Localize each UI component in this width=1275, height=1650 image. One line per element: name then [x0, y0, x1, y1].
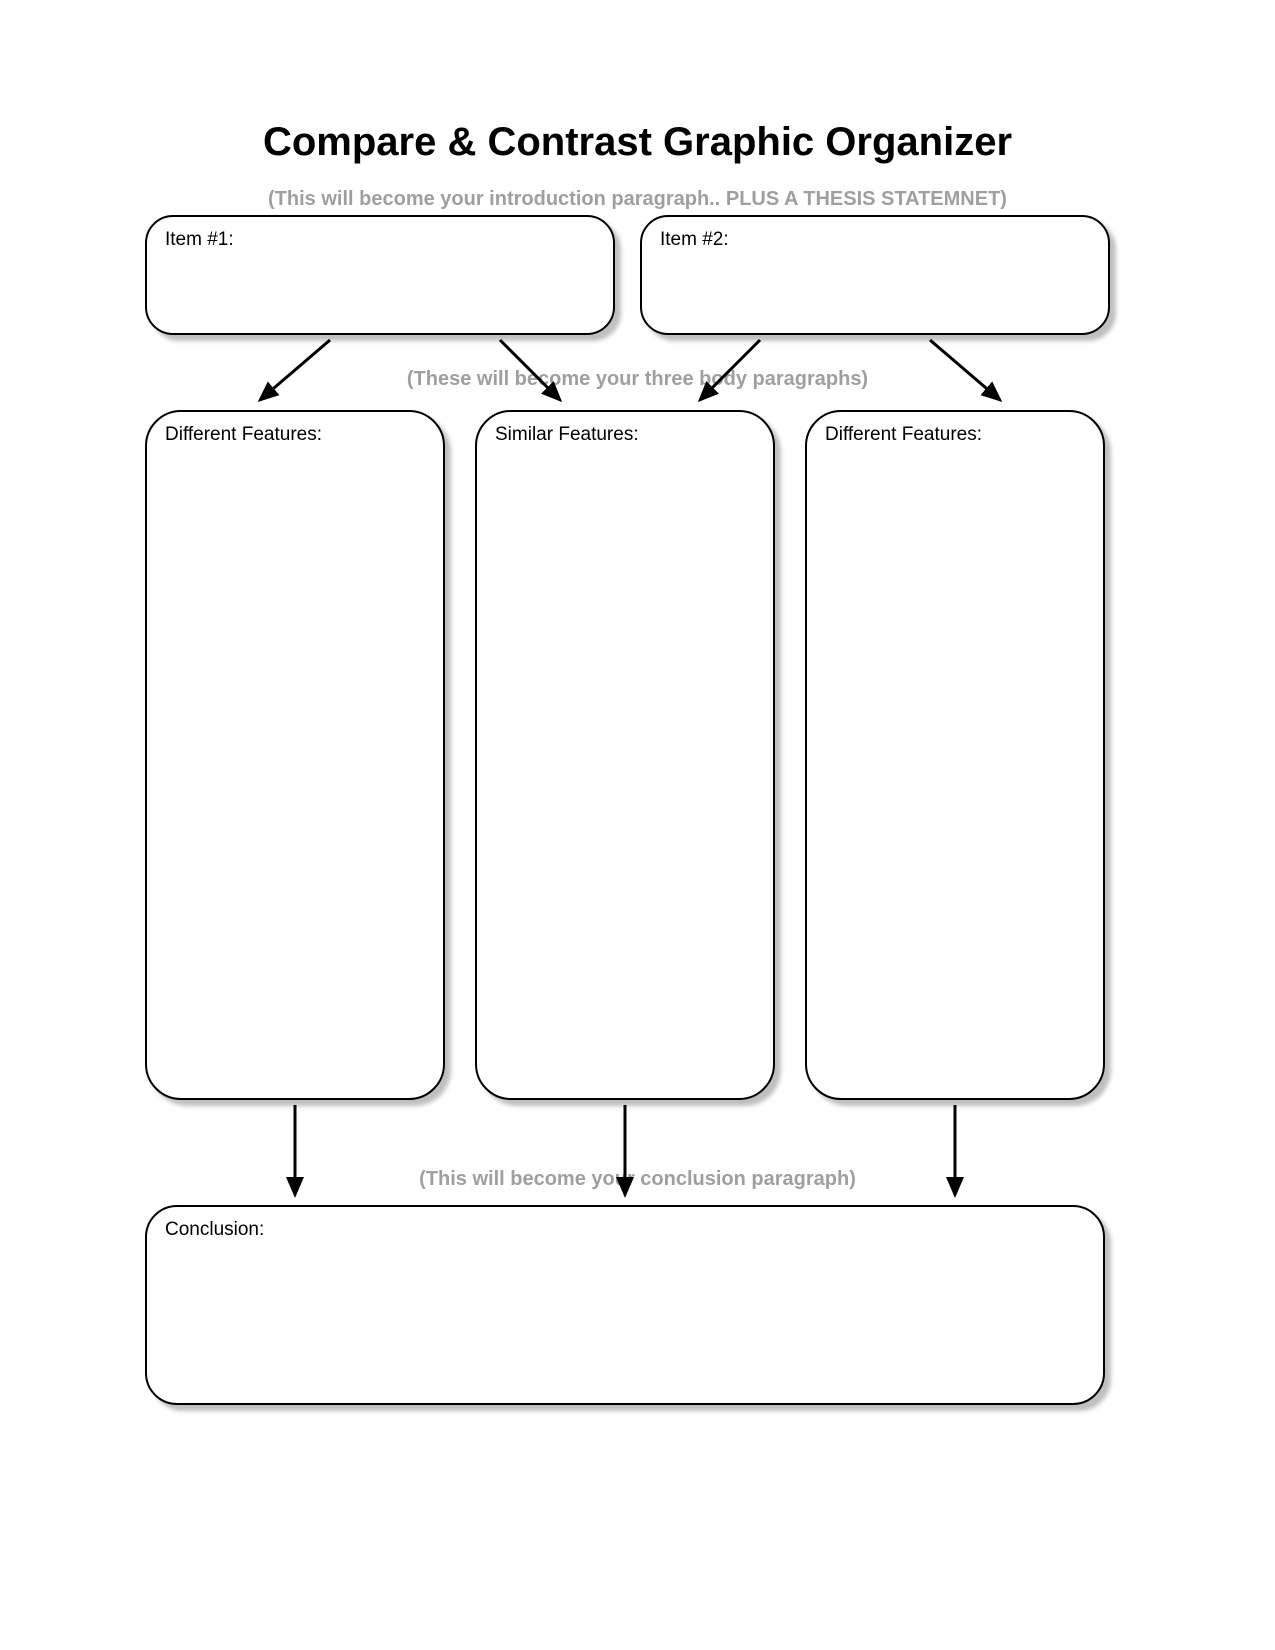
intro-subtitle: (This will become your introduction para… [0, 188, 1275, 211]
different-features-2-label: Different Features: [825, 424, 982, 445]
different-features-1-label: Different Features: [165, 424, 322, 445]
different-features-2-box: Different Features: [805, 410, 1105, 1100]
body-subtitle: (These will become your three body parag… [0, 368, 1275, 391]
similar-features-label: Similar Features: [495, 424, 639, 445]
conclusion-subtitle: (This will become your conclusion paragr… [0, 1168, 1275, 1191]
item-2-label: Item #2: [660, 229, 729, 250]
item-2-box: Item #2: [640, 215, 1110, 335]
page-title: Compare & Contrast Graphic Organizer [0, 120, 1275, 165]
item-1-label: Item #1: [165, 229, 234, 250]
conclusion-box: Conclusion: [145, 1205, 1105, 1405]
item-1-box: Item #1: [145, 215, 615, 335]
different-features-1-box: Different Features: [145, 410, 445, 1100]
similar-features-box: Similar Features: [475, 410, 775, 1100]
conclusion-label: Conclusion: [165, 1219, 264, 1240]
worksheet-page: Compare & Contrast Graphic Organizer (Th… [0, 0, 1275, 1650]
